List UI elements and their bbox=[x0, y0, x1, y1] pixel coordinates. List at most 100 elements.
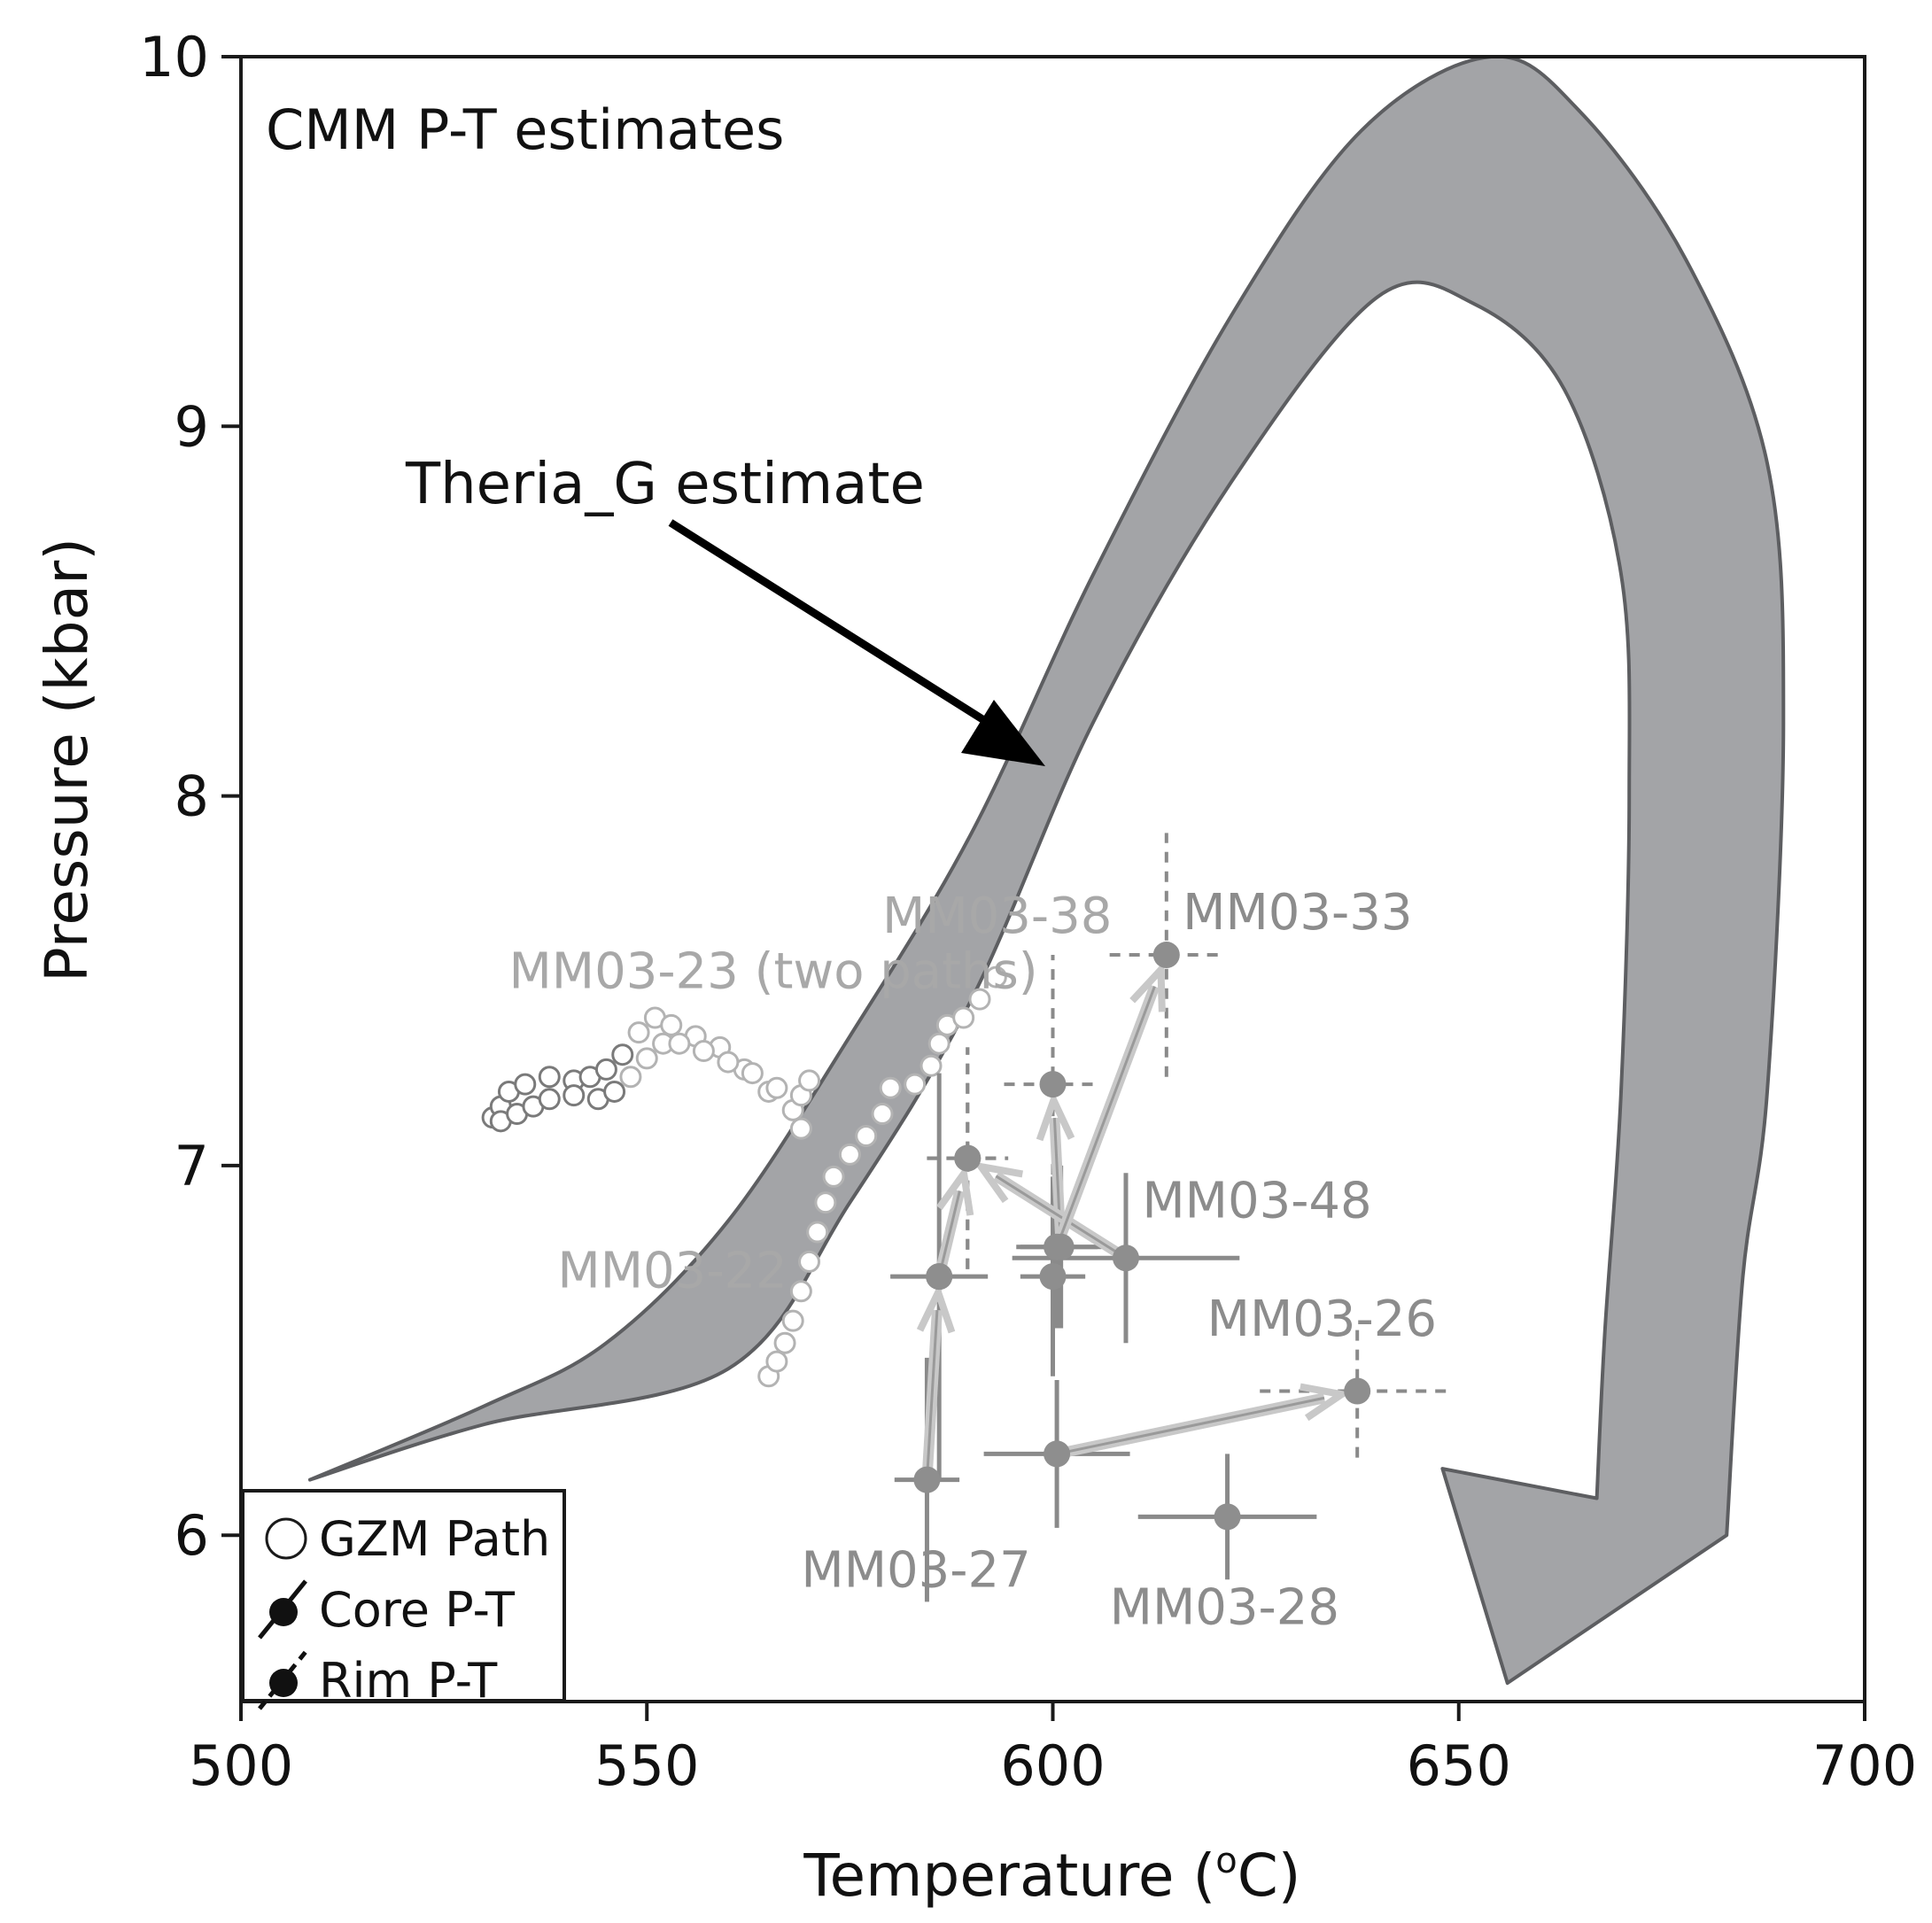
core-point bbox=[913, 1466, 941, 1493]
gzm-point bbox=[692, 1040, 715, 1063]
sample-arrow-mm03-22 bbox=[934, 1164, 974, 1278]
legend-entry-rim-p-t: Rim P-T bbox=[258, 1650, 498, 1710]
rim-point bbox=[1039, 1071, 1067, 1098]
gzm-point bbox=[773, 1331, 796, 1354]
y-tick-label-10: 10 bbox=[139, 25, 209, 89]
gzm-point bbox=[984, 965, 1007, 989]
chart-title: CMM P-T estimates bbox=[266, 97, 784, 162]
legend-filled-circle-icon bbox=[269, 1669, 298, 1697]
gzm-point bbox=[822, 1165, 845, 1188]
gzm-point bbox=[927, 1032, 950, 1055]
label-mm03-27: MM03-27 bbox=[801, 1542, 1030, 1600]
gzm-point bbox=[838, 1143, 861, 1166]
legend-entry-core-p-t: Core P-T bbox=[258, 1579, 516, 1640]
theriag-estimate-band bbox=[307, 57, 1786, 1686]
gzm-point bbox=[563, 1084, 586, 1107]
x-tick-label-500: 500 bbox=[189, 1733, 293, 1798]
theriag-annotation: Theria_G estimate bbox=[405, 452, 1045, 766]
gzm-point bbox=[765, 1350, 788, 1373]
sample-labels: MM03-23 (two paths)MM03-38 MM03-33 MM03-48… bbox=[508, 884, 1437, 1637]
annotation-arrow-head bbox=[961, 700, 1045, 766]
y-tick-label-7: 7 bbox=[175, 1134, 209, 1198]
sample-points-mm03-26 bbox=[1044, 1377, 1371, 1468]
core-point bbox=[1044, 1440, 1071, 1468]
x-tick-label-600: 600 bbox=[1000, 1733, 1105, 1798]
label-mm03-33: MM03-33 bbox=[1183, 884, 1412, 942]
sample-arrow-mm03-48 bbox=[973, 1161, 1129, 1263]
y-axis-title: Pressure (kbar) bbox=[33, 538, 101, 982]
label-mm03-22: MM03-22 bbox=[557, 1243, 787, 1300]
sample-arrow-core bbox=[1056, 1396, 1325, 1455]
gzm-point bbox=[717, 1051, 740, 1074]
core-point bbox=[926, 1263, 953, 1291]
legend-entry-gzm-path: GZM Path bbox=[265, 1511, 550, 1567]
sample-arrow-head bbox=[1036, 1090, 1075, 1142]
gzm-point bbox=[627, 1021, 650, 1044]
x-tick-label-550: 550 bbox=[594, 1733, 699, 1798]
legend-label: Rim P-T bbox=[319, 1653, 498, 1709]
core-point bbox=[1214, 1503, 1241, 1531]
legend-filled-circle-icon bbox=[269, 1598, 298, 1626]
gzm-point bbox=[594, 1058, 617, 1081]
gzm-point bbox=[855, 1125, 878, 1148]
gzm-point bbox=[798, 1250, 821, 1273]
gzm-point bbox=[741, 1062, 764, 1085]
legend: GZM Path Core P-T Rim P-T bbox=[241, 1489, 566, 1710]
rim-point bbox=[954, 1144, 982, 1172]
gzm-point bbox=[660, 1013, 683, 1036]
core-point bbox=[1039, 1263, 1067, 1291]
sample-arrow-core bbox=[937, 1190, 961, 1277]
gzm-path-mm03-23-path-b bbox=[489, 1032, 821, 1133]
x-axis-title: Temperature (oC) bbox=[803, 1841, 1300, 1910]
sample-arrow-head bbox=[1129, 961, 1166, 1012]
theriag-band-arrow bbox=[307, 57, 1786, 1686]
sample-pt-estimates bbox=[890, 833, 1455, 1602]
sample-points-mm03-28 bbox=[1214, 1503, 1241, 1531]
gzm-point bbox=[668, 1032, 691, 1055]
gzm-point bbox=[781, 1309, 804, 1332]
gzm-path-mm03-22 bbox=[757, 965, 1007, 1388]
sample-arrow-mm03-27 bbox=[916, 1283, 956, 1480]
legend-open-circle-icon bbox=[265, 1517, 307, 1560]
sample-arrow-head bbox=[916, 1283, 956, 1334]
gzm-point bbox=[635, 1047, 658, 1070]
gzm-point bbox=[806, 1221, 829, 1244]
gzm-point bbox=[798, 1069, 821, 1092]
gzm-point bbox=[904, 1073, 927, 1096]
gzm-paths bbox=[481, 965, 1007, 1388]
label-mm03-38: MM03-38 bbox=[882, 888, 1112, 945]
label-mm03-28: MM03-28 bbox=[1110, 1578, 1339, 1636]
core-point bbox=[1044, 1233, 1071, 1260]
sample-arrow-mm03-26 bbox=[1055, 1383, 1351, 1460]
rim-point bbox=[1152, 942, 1180, 969]
annotation-text: Theria_G estimate bbox=[405, 452, 925, 517]
label-mm03-48: MM03-48 bbox=[1142, 1172, 1371, 1229]
gzm-point bbox=[919, 1054, 943, 1077]
gzm-point bbox=[538, 1066, 561, 1089]
sample-arrow-core bbox=[995, 1175, 1127, 1260]
gzm-point bbox=[879, 1076, 902, 1099]
sample-arrow-core bbox=[925, 1309, 939, 1480]
legend-label: Core P-T bbox=[319, 1582, 516, 1638]
legend-label: GZM Path bbox=[319, 1511, 550, 1567]
label-mm03-23-two-paths: MM03-23 (two paths) bbox=[508, 943, 1037, 1001]
gzm-point bbox=[814, 1191, 837, 1214]
sample-arrow-head bbox=[936, 1164, 974, 1216]
sample-arrow-mm03-33 bbox=[1051, 961, 1166, 1249]
gzm-point bbox=[952, 1006, 975, 1029]
gzm-point bbox=[514, 1073, 537, 1096]
y-tick-label-6: 6 bbox=[175, 1503, 209, 1568]
y-tick-label-9: 9 bbox=[175, 394, 209, 459]
core-point bbox=[1112, 1245, 1139, 1272]
x-tick-label-650: 650 bbox=[1407, 1733, 1511, 1798]
axis-ticks: 500 550 600 650 700 6 7 8 9 10 bbox=[139, 25, 1917, 1798]
sample-arrow-head bbox=[973, 1161, 1024, 1204]
x-tick-label-700: 700 bbox=[1812, 1733, 1917, 1798]
gzm-point bbox=[765, 1076, 788, 1099]
label-mm03-26: MM03-26 bbox=[1207, 1291, 1437, 1348]
gzm-point bbox=[968, 988, 991, 1011]
gzm-point bbox=[619, 1066, 642, 1089]
sample-points-mm03-48 bbox=[954, 1144, 1139, 1272]
y-tick-label-8: 8 bbox=[175, 764, 209, 829]
